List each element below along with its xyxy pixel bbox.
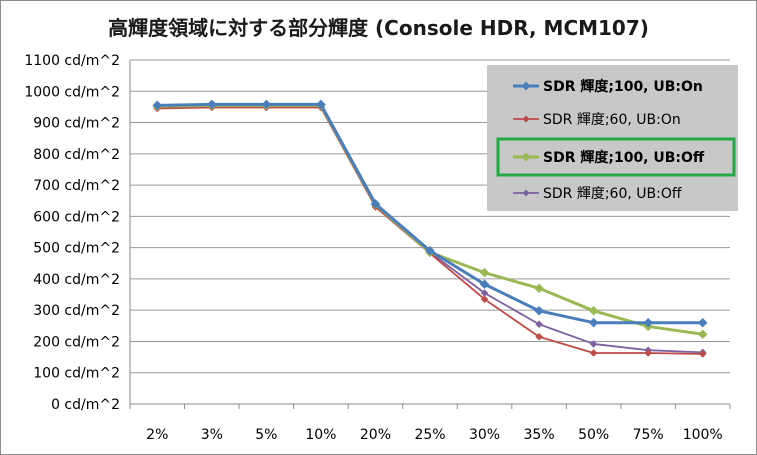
x-tick-label: 2% (146, 427, 168, 443)
y-tick-label: 500 cd/m^2 (33, 241, 120, 257)
data-point (534, 283, 544, 294)
y-tick-label: 900 cd/m^2 (33, 116, 120, 132)
data-point (535, 332, 543, 341)
data-point (316, 99, 326, 110)
data-point (698, 350, 707, 358)
chart-title: 高輝度領域に対する部分輝度 (Console HDR, MCM107) (108, 16, 649, 40)
y-axis-tick-labels: 0 cd/m^2 100 cd/m^2 200 cd/m^2 300 cd/m^2 40… (24, 53, 120, 413)
y-tick-label: 1100 cd/m^2 (24, 53, 120, 69)
legend-label: SDR 輝度;60, UB:On (543, 112, 681, 128)
data-point (479, 279, 490, 290)
x-tick-label: 10% (305, 427, 336, 443)
data-point (644, 349, 653, 357)
data-point (643, 317, 654, 328)
data-point (589, 349, 598, 357)
x-tick-label: 50% (578, 427, 609, 443)
x-tick-label: 30% (469, 427, 500, 443)
data-point (534, 305, 544, 316)
grid-lines (130, 59, 730, 374)
data-point (589, 340, 598, 348)
y-tick-label: 600 cd/m^2 (33, 209, 120, 225)
axes (129, 60, 731, 409)
data-point (697, 329, 708, 340)
y-tick-label: 800 cd/m^2 (33, 147, 120, 163)
x-tick-label: 25% (414, 427, 445, 443)
legend-swatch-marker (521, 152, 531, 162)
data-point (588, 317, 599, 328)
x-tick-label: 100% (683, 427, 723, 443)
legend-highlight-box (496, 137, 736, 177)
legend-swatch-marker (522, 189, 530, 197)
data-point (588, 305, 599, 316)
y-tick-label: 400 cd/m^2 (33, 272, 120, 288)
data-point (425, 245, 435, 256)
plot-series (152, 99, 708, 358)
legend-swatch-marker (522, 115, 530, 123)
x-tick-label: 75% (633, 427, 664, 443)
y-tick-label: 700 cd/m^2 (33, 178, 120, 194)
x-tick-label: 35% (524, 427, 555, 443)
data-point (535, 320, 543, 329)
y-tick-label: 1000 cd/m^2 (24, 84, 120, 100)
series-1 (152, 99, 708, 328)
legend-label: SDR 輝度;100, UB:On (543, 78, 703, 95)
y-tick-label: 200 cd/m^2 (33, 334, 120, 350)
data-point (697, 317, 708, 328)
x-tick-label: 5% (255, 427, 277, 443)
y-tick-label: 300 cd/m^2 (33, 303, 120, 319)
legend-label: SDR 輝度;60, UB:Off (543, 186, 682, 202)
legend-label: SDR 輝度;100, UB:Off (543, 149, 705, 166)
data-point (152, 100, 163, 111)
data-point (370, 199, 381, 209)
x-tick-label: 20% (360, 427, 391, 443)
data-point (480, 295, 489, 304)
x-tick-label: 3% (201, 427, 223, 443)
legend-swatch-marker (521, 81, 531, 91)
y-tick-label: 100 cd/m^2 (33, 366, 120, 382)
data-point (206, 99, 217, 110)
x-axis-tick-labels: 2% 3% 5% 10% 20% 25% 30% 35% 50% 75% 100% (146, 427, 723, 443)
legend: SDR 輝度;100, UB:On SDR 輝度;60, UB:On SDR 輝度;… (487, 65, 738, 211)
data-point (479, 267, 490, 278)
data-point (261, 99, 272, 110)
y-tick-label: 0 cd/m^2 (51, 397, 120, 413)
